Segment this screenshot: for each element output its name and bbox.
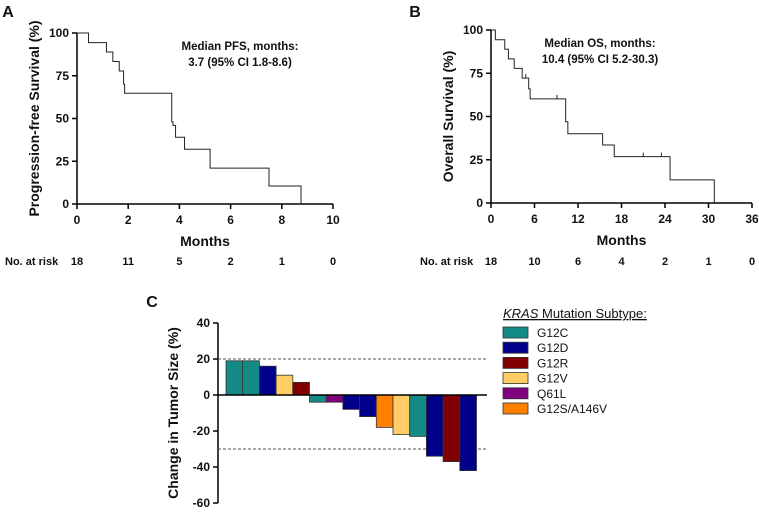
legend-swatch (502, 341, 529, 354)
waterfall-bar-g12v (392, 394, 411, 435)
legend-label: G12D (537, 341, 569, 355)
os-annotation-line1: Median OS, months: (544, 38, 655, 50)
pfs-at-risk-count: 5 (176, 256, 182, 268)
waterfall-bar-g12c (309, 394, 327, 403)
waterfall-bar-g12c (225, 360, 244, 396)
waterfall-y-tick-label: -60 (193, 496, 211, 510)
panel-label-b: B (409, 4, 421, 21)
legend-swatch (502, 326, 529, 339)
waterfall-bar-g12d (359, 394, 377, 418)
legend-swatch (502, 372, 529, 385)
waterfall-bar-g12d (258, 365, 277, 396)
waterfall-bar-g12d (425, 394, 444, 457)
os-y-tick-label: 75 (470, 66, 484, 80)
os-x-tick-label: 30 (702, 212, 716, 226)
pfs-risk-label: No. at risk (5, 256, 59, 268)
os-at-risk-count: 18 (485, 256, 497, 268)
panel-label-c: C (146, 294, 158, 311)
pfs-y-tick-label: 50 (56, 112, 70, 126)
os-annotation-line2: 10.4 (95% CI 5.2-30.3) (542, 54, 659, 66)
pfs-x-tick-label: 2 (125, 213, 132, 227)
legend-label: G12C (537, 326, 569, 340)
os-y-label: Overall Survival (%) (440, 51, 456, 183)
os-y-tick-label: 0 (476, 196, 483, 210)
waterfall-bar-q61l (325, 394, 344, 403)
waterfall-bar-g12r (292, 381, 310, 396)
os-y-tick-label: 100 (463, 23, 483, 37)
os-at-risk-count: 1 (705, 256, 711, 268)
pfs-survival-curve (77, 32, 302, 204)
os-y-tick-label: 50 (470, 110, 484, 124)
pfs-annotation-line1: Median PFS, months: (182, 41, 299, 53)
waterfall-bar-g12c (242, 360, 260, 396)
legend-label: Q61L (537, 387, 567, 401)
os-survival-curve (491, 29, 715, 203)
os-x-tick-label: 6 (531, 212, 538, 226)
os-at-risk-count: 0 (749, 256, 755, 268)
pfs-y-tick-label: 100 (49, 26, 69, 40)
pfs-at-risk-count: 0 (330, 256, 336, 268)
pfs-y-tick-label: 25 (56, 154, 70, 168)
legend-title: KRAS Mutation Subtype: (503, 306, 647, 321)
os-at-risk-count: 6 (575, 256, 581, 268)
waterfall-y-tick-label: -20 (193, 424, 211, 438)
pfs-y-tick-label: 75 (56, 69, 70, 83)
waterfall-y-tick-label: 40 (197, 316, 211, 330)
pfs-at-risk-count: 18 (71, 256, 83, 268)
legend-label: G12V (537, 372, 568, 386)
waterfall-y-tick-label: 0 (203, 388, 210, 402)
os-at-risk-count: 4 (618, 256, 625, 268)
os-y-tick-label: 25 (470, 153, 484, 167)
pfs-y-tick-label: 0 (62, 197, 69, 211)
waterfall-bar-g12sa146v (375, 394, 394, 428)
pfs-annotation-line2: 3.7 (95% CI 1.8-8.6) (188, 57, 292, 69)
legend-swatch (502, 387, 529, 400)
pfs-x-label: Months (180, 233, 230, 249)
os-x-tick-label: 0 (488, 212, 495, 226)
waterfall-bar-g12d (459, 394, 477, 471)
os-risk-label: No. at risk (420, 256, 474, 268)
waterfall-bar-g12v (275, 374, 294, 396)
legend-swatch (502, 356, 529, 369)
pfs-x-tick-label: 10 (326, 213, 340, 227)
legend-swatch (502, 402, 529, 415)
os-x-tick-label: 36 (745, 212, 759, 226)
os-x-tick-label: 24 (658, 212, 672, 226)
pfs-x-tick-label: 4 (176, 213, 183, 227)
waterfall-y-tick-label: 20 (197, 352, 211, 366)
os-at-risk-count: 2 (662, 256, 668, 268)
pfs-x-tick-label: 6 (227, 213, 234, 227)
os-x-tick-label: 12 (571, 212, 585, 226)
pfs-y-label: Progression-free Survival (%) (26, 20, 42, 216)
waterfall-bar-g12c (409, 394, 427, 437)
waterfall-bar-g12r (442, 394, 461, 462)
panel-label-a: A (2, 4, 14, 21)
pfs-at-risk-count: 1 (279, 256, 285, 268)
os-x-label: Months (597, 232, 647, 248)
pfs-at-risk-count: 11 (122, 256, 134, 268)
os-x-tick-label: 18 (615, 212, 629, 226)
legend-label: G12S/A146V (537, 402, 607, 416)
os-at-risk-count: 10 (528, 256, 540, 268)
waterfall-bar-g12d (342, 394, 360, 410)
waterfall-y-label: Change in Tumor Size (%) (165, 327, 181, 499)
pfs-at-risk-count: 2 (228, 256, 234, 268)
pfs-x-tick-label: 8 (278, 213, 285, 227)
legend-label: G12R (537, 356, 569, 370)
waterfall-y-tick-label: -40 (193, 460, 211, 474)
pfs-x-tick-label: 0 (74, 213, 81, 227)
